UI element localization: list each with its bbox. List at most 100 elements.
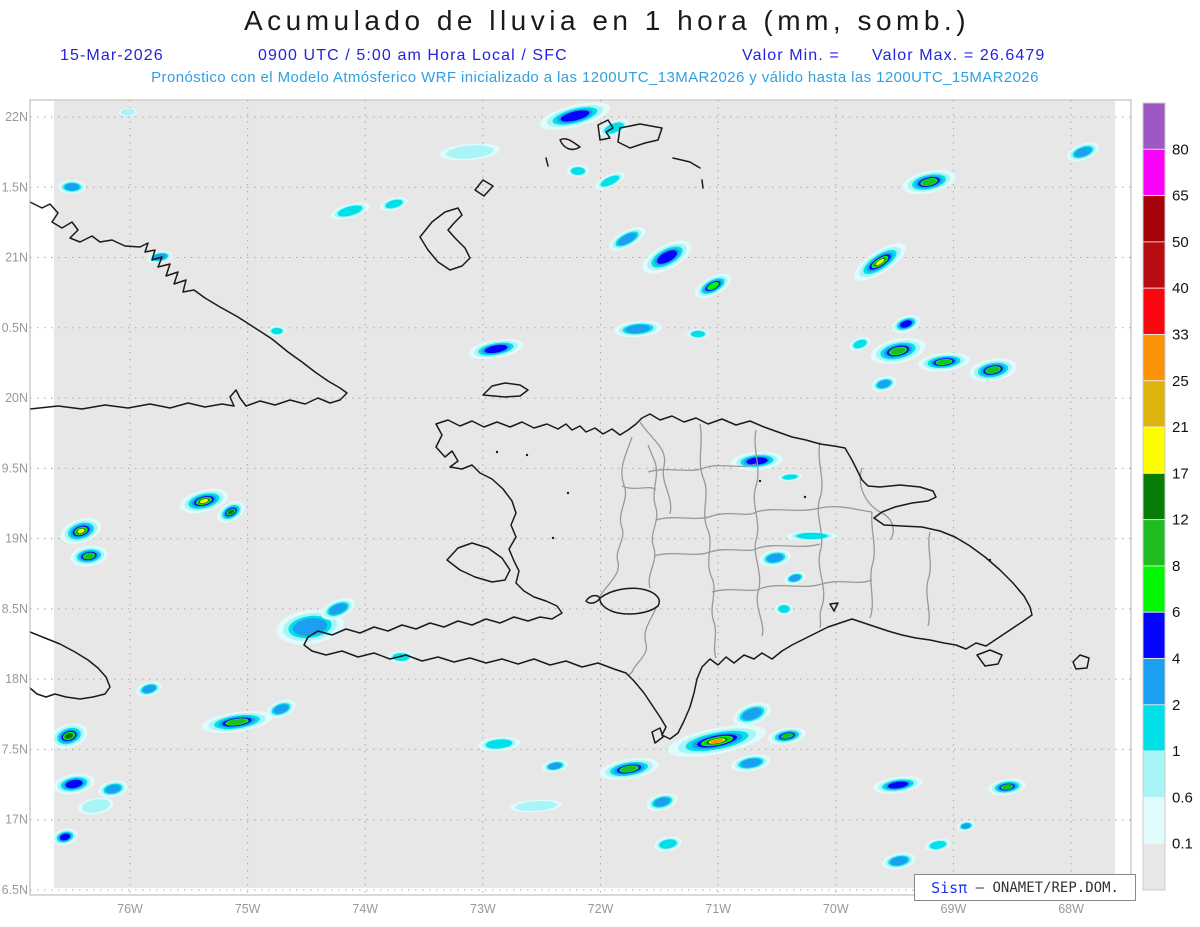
header-forecast-line: Pronóstico con el Modelo Atmósferico WRF…	[151, 69, 1039, 86]
header-valor-max: Valor Max. = 26.6479	[872, 47, 1046, 64]
colorbar-tick-label: 12	[1172, 512, 1189, 529]
coastlines	[29, 119, 1090, 744]
precip-cell-ring	[65, 733, 73, 739]
province-line	[699, 423, 717, 659]
lon-tick-label: 72W	[588, 902, 614, 916]
lat-tick-label: 21N	[5, 251, 28, 265]
precip-cell	[957, 820, 975, 832]
coastline-caicos-3	[617, 123, 663, 149]
precip-cell-ring	[560, 110, 590, 122]
lat-tick-label: 20N	[5, 391, 28, 405]
precip-cell-ring	[142, 685, 156, 693]
colorbar-tick-label: 0.6	[1172, 789, 1193, 806]
precip-cell	[871, 376, 897, 392]
precip-cell	[969, 358, 1017, 382]
precip-cell	[510, 799, 562, 813]
precip-cell-ring	[782, 733, 792, 739]
precip-cell	[778, 472, 802, 482]
colorbar-segment	[1142, 380, 1166, 428]
precip-cell-ring	[877, 380, 891, 388]
precip-cell-ring	[929, 840, 947, 850]
precip-cell-ring	[654, 797, 670, 807]
precip-cell	[614, 320, 662, 338]
coastline-hispaniola	[303, 413, 1033, 740]
precip-cell	[440, 143, 500, 161]
sispi-logo: Sisπ	[931, 878, 968, 897]
lat-tick-label: 18N	[5, 672, 28, 686]
colorbar-tick-label: 1	[1172, 743, 1180, 760]
precip-cell-ring	[570, 167, 586, 175]
lat-tick-label: 22N	[5, 110, 28, 124]
colorbar-tick-label: 17	[1172, 465, 1189, 482]
precip-cell	[768, 727, 806, 745]
precip-cell-ring	[548, 762, 562, 770]
precip-cell-ring	[271, 327, 283, 335]
precip-cell-ring	[515, 800, 557, 812]
coastline-tortuga-island	[482, 382, 529, 398]
precip-cell-ring	[105, 784, 121, 794]
small-cay	[701, 179, 704, 189]
small-cay	[545, 157, 549, 167]
colorbar-tick-label: 80	[1172, 141, 1189, 158]
precip-cell	[732, 702, 772, 726]
precip-cell-ring	[710, 738, 724, 744]
precip-cell-ring	[853, 339, 867, 349]
small-cay	[495, 450, 499, 454]
precip-cell	[468, 338, 524, 360]
lon-tick-label: 73W	[470, 902, 496, 916]
precip-cell-ring	[937, 359, 951, 365]
precip-cell-ring	[1002, 784, 1012, 790]
precip-cell	[902, 169, 956, 195]
lake-azuei	[585, 594, 601, 604]
precip-cell	[873, 776, 923, 794]
precip-cell	[567, 165, 589, 177]
coastline-jamaica	[29, 631, 111, 700]
lat-tick-label: 7.5N	[2, 742, 28, 756]
precip-cell	[599, 758, 659, 780]
province-line	[869, 511, 875, 619]
lon-tick-label: 69W	[941, 902, 967, 916]
precip-cell	[784, 571, 806, 585]
lon-tick-label: 76W	[117, 902, 143, 916]
precip-cell-ring	[484, 344, 508, 354]
coastline-caicos-4	[672, 157, 701, 169]
precip-cell-ring	[600, 175, 620, 187]
colorbar-tick-label: 65	[1172, 188, 1189, 205]
precip-cell-ring	[789, 574, 801, 582]
province-line	[711, 579, 873, 593]
precip-cell	[268, 326, 286, 336]
page-title: Acumulado de lluvia en 1 hora (mm, somb.…	[243, 5, 971, 36]
precip-cell	[70, 545, 108, 567]
precip-cell-ring	[227, 719, 247, 725]
colorbar-segment	[1142, 658, 1166, 706]
lat-tick-label: 1.5N	[2, 180, 28, 194]
precip-cell-ring	[961, 823, 971, 829]
precip-cell	[608, 227, 646, 251]
precip-cell-ring	[890, 347, 906, 355]
lat-tick-label: 9.5N	[2, 461, 28, 475]
colorbar-segment	[1142, 102, 1166, 150]
colorbar-tick-label: 4	[1172, 651, 1180, 668]
precip-cell	[642, 240, 692, 274]
precip-cell	[925, 838, 951, 852]
precip-cell-ring	[659, 839, 677, 849]
colorbar-segment	[1142, 750, 1166, 798]
precip-cell-ring	[228, 509, 234, 515]
colorbar-border	[1142, 102, 1166, 891]
precip-cell-ring	[740, 758, 762, 768]
colorbar-tick-label: 8	[1172, 558, 1180, 575]
colorbar-tick-label: 40	[1172, 280, 1189, 297]
small-cay	[566, 491, 570, 495]
header-date: 15-Mar-2026	[60, 47, 164, 64]
precip-cell	[891, 314, 921, 334]
precip-cell-ring	[617, 232, 637, 246]
province-line	[817, 441, 825, 629]
colorbar-segment	[1142, 195, 1166, 243]
precip-cell-ring	[385, 199, 403, 209]
coastline-saona-island	[976, 649, 1003, 667]
province-line	[926, 531, 931, 627]
precip-cell	[539, 102, 611, 130]
precip-cell-ring	[778, 605, 790, 613]
